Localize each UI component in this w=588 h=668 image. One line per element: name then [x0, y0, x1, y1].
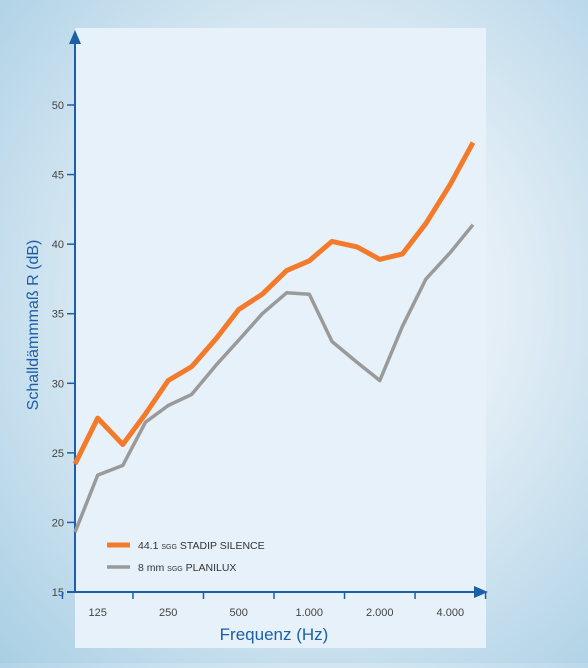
x-tick-label: 4.000: [437, 607, 465, 619]
y-axis-arrow: [69, 30, 81, 44]
y-tick-label: 40: [52, 239, 64, 251]
x-tick-label: 125: [89, 607, 107, 619]
y-tick-label: 15: [52, 587, 64, 599]
y-tick-label: 20: [52, 517, 64, 529]
y-axis-title: Schalldämmmaß R (dB): [25, 240, 42, 411]
legend-label-1: 44.1 SGG STADIP SILENCE: [138, 540, 265, 552]
series-line-1: [72, 141, 476, 466]
y-tick-label: 30: [52, 378, 64, 390]
y-tick-label: 50: [52, 100, 64, 112]
y-tick-label: 45: [52, 170, 64, 182]
x-tick-label: 2.000: [366, 607, 394, 619]
x-axis-title: Frequenz (Hz): [220, 625, 329, 644]
series-line-2: [73, 223, 475, 533]
x-tick-label: 250: [159, 607, 177, 619]
y-tick-label: 35: [52, 309, 64, 321]
y-tick-label: 25: [52, 448, 64, 460]
x-tick-label: 1.000: [295, 607, 323, 619]
x-axis-arrow: [474, 586, 488, 598]
x-tick-label: 500: [230, 607, 248, 619]
plot-area: [75, 28, 486, 648]
legend-label-2: 8 mm SGG PLANILUX: [138, 562, 236, 574]
